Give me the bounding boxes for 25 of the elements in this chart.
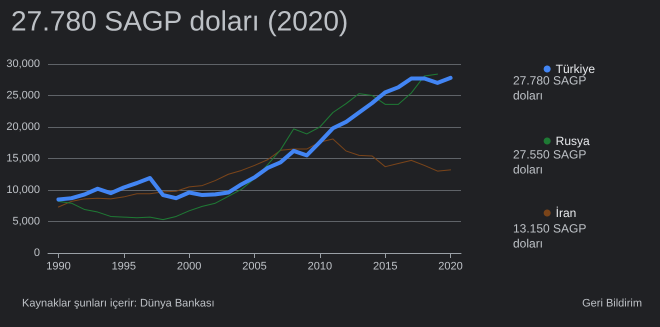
y-tick-label: 0 xyxy=(34,247,40,259)
x-tick-label: 2010 xyxy=(308,260,332,272)
text: Kaynaklar şunları içerir: Dünya Bankası xyxy=(22,298,215,310)
x-tick-label: 2015 xyxy=(372,260,398,272)
x-tick-label: 1995 xyxy=(112,260,136,272)
legend-label: Türkiye xyxy=(556,62,596,76)
y-tick-label: 20,000 xyxy=(6,121,40,133)
text: 13.150 SAGP doları xyxy=(513,222,586,250)
line-series xyxy=(58,138,452,208)
chart-title: 27.780 SAGP doları (2020) xyxy=(11,6,348,36)
y-tick-label: 25,000 xyxy=(6,90,40,102)
x-tick-label: 1990 xyxy=(46,260,71,272)
legend-label: İran xyxy=(556,206,576,220)
x-tick-label: 2020 xyxy=(438,260,463,272)
text: Geri Bildirim xyxy=(582,298,642,310)
y-tick-label: 10,000 xyxy=(6,184,40,196)
line-series xyxy=(58,74,438,220)
x-tick-label: 2000 xyxy=(176,260,202,272)
line-series xyxy=(56,76,453,202)
text: 27.550 SAGP doları xyxy=(513,148,586,176)
y-tick-label: 15,000 xyxy=(6,152,40,164)
x-tick-label: 2005 xyxy=(242,260,267,272)
y-tick-label: 5,000 xyxy=(12,216,40,228)
legend-label: Rusya xyxy=(556,134,590,148)
y-tick-label: 30,000 xyxy=(6,58,40,70)
